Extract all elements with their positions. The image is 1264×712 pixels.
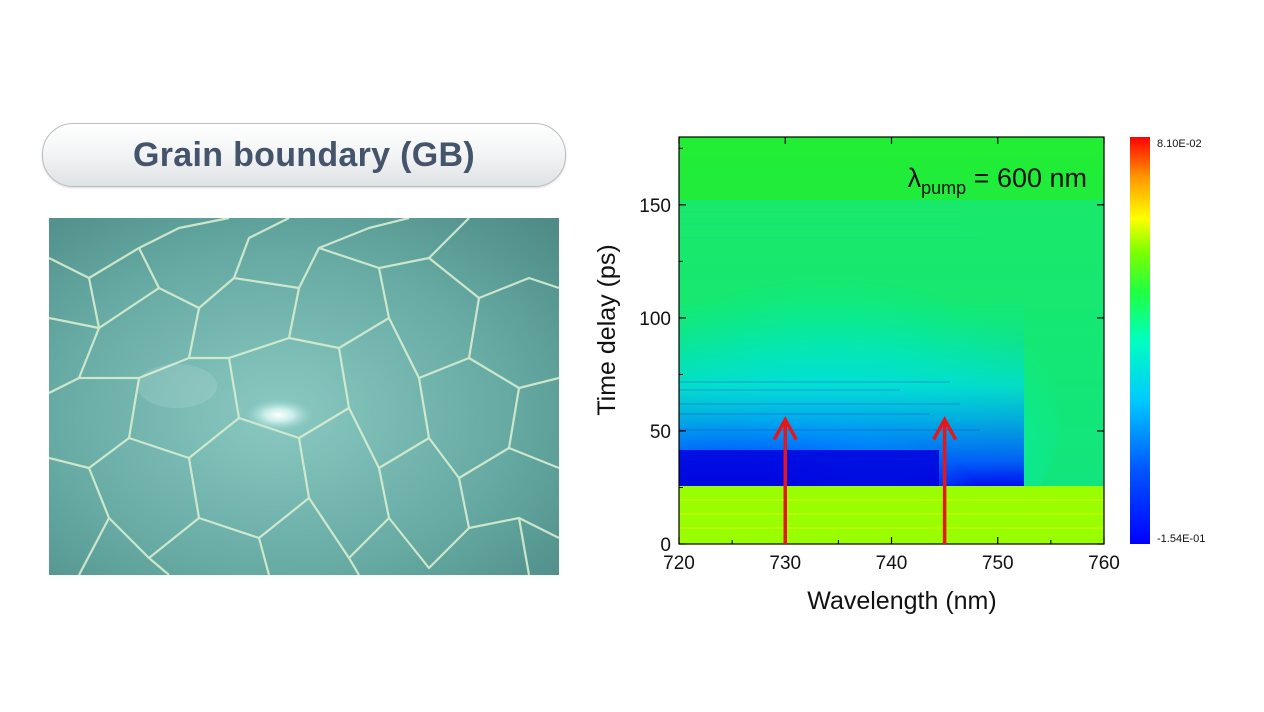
colorbar — [1130, 137, 1150, 544]
x-tick-label: 740 — [876, 553, 908, 574]
axis-tick-labels: 720 730 740 750 760 0 50 100 150 — [639, 196, 1120, 574]
title-banner: Grain boundary (GB) — [42, 123, 566, 187]
heatmap-surface — [679, 137, 1104, 544]
wavelength-arrow — [932, 416, 958, 544]
wavelength-arrow — [772, 416, 798, 544]
y-tick-label: 0 — [660, 535, 671, 556]
x-tick-label: 720 — [663, 553, 695, 574]
wavelength-arrows — [772, 416, 958, 544]
y-tick-label: 100 — [639, 309, 671, 330]
slide-title: Grain boundary (GB) — [133, 135, 475, 174]
x-tick-label: 760 — [1088, 553, 1120, 574]
colorbar-max-label: 8.10E-02 — [1157, 138, 1202, 150]
y-axis-label: Time delay (ps) — [593, 244, 621, 415]
grain-boundary-micrograph — [49, 218, 559, 575]
y-tick-label: 50 — [650, 422, 671, 443]
pump-annotation: λpump = 600 nm — [908, 163, 1087, 198]
y-tick-label: 150 — [639, 196, 671, 217]
colorbar-min-label: -1.54E-01 — [1157, 533, 1205, 545]
x-tick-label: 730 — [769, 553, 801, 574]
x-axis-label: Wavelength (nm) — [807, 587, 996, 615]
x-tick-label: 750 — [982, 553, 1014, 574]
